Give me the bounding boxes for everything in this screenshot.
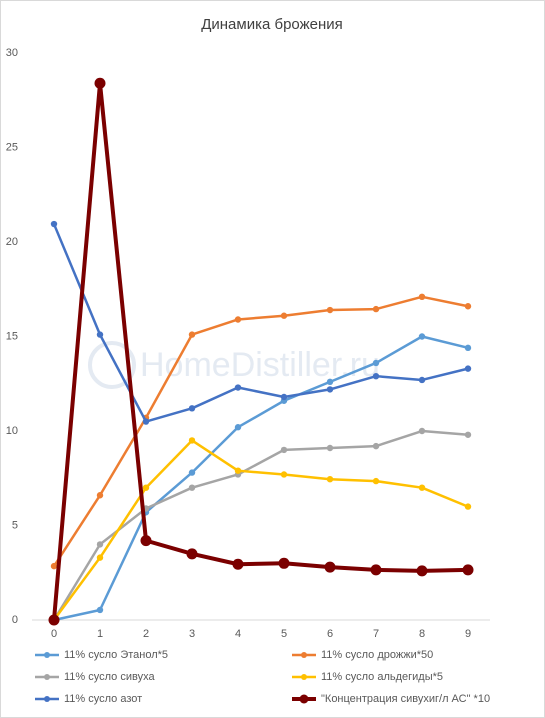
point — [278, 557, 290, 569]
point — [186, 548, 198, 560]
series-line — [52, 429, 469, 621]
series-line — [52, 295, 469, 567]
point — [326, 475, 334, 483]
chart-title: Динамика брожения — [201, 16, 343, 33]
point — [462, 564, 474, 576]
point — [96, 492, 104, 499]
point — [464, 503, 472, 510]
point — [464, 303, 472, 310]
legend-marker — [299, 694, 309, 704]
point — [140, 535, 152, 547]
point — [280, 446, 288, 454]
legend-marker — [301, 674, 307, 680]
x-tick-label: 7 — [373, 628, 379, 640]
y-tick-label: 20 — [6, 236, 18, 248]
legend-label: 11% сусло сивуха — [64, 671, 155, 683]
y-tick-label: 5 — [12, 519, 18, 531]
y-tick-label: 10 — [6, 425, 18, 437]
point — [188, 469, 196, 476]
point — [464, 365, 472, 372]
point — [94, 77, 106, 89]
x-tick-label: 4 — [235, 628, 241, 640]
point — [96, 541, 104, 548]
point — [416, 565, 428, 577]
point — [50, 220, 58, 228]
point — [234, 316, 242, 323]
point — [280, 393, 288, 401]
point — [418, 293, 426, 301]
point — [188, 437, 196, 444]
point — [418, 376, 426, 384]
x-tick-label: 9 — [465, 628, 471, 640]
point — [188, 405, 196, 412]
x-tick-label: 0 — [51, 628, 57, 640]
y-tick-label: 30 — [6, 47, 18, 59]
legend-label: 11% сусло дрожжи*50 — [321, 649, 433, 661]
legend-marker — [44, 674, 50, 680]
x-tick-label: 5 — [281, 628, 287, 640]
legend-marker — [44, 696, 50, 702]
point — [234, 467, 242, 474]
x-tick-label: 3 — [189, 628, 195, 640]
point — [142, 484, 150, 491]
point — [142, 418, 150, 425]
legend-marker — [44, 652, 50, 658]
point — [370, 564, 382, 576]
point — [234, 384, 242, 391]
legend-label: 11% сусло Этанол*5 — [64, 649, 168, 661]
point — [96, 606, 104, 614]
point — [326, 378, 334, 386]
x-tick-label: 8 — [419, 628, 425, 640]
y-tick-label: 15 — [6, 330, 18, 342]
series-line — [53, 335, 469, 622]
x-tick-label: 1 — [97, 628, 103, 640]
point — [96, 554, 104, 561]
point — [326, 444, 334, 452]
series-line — [52, 439, 469, 621]
x-tick-label: 6 — [327, 628, 333, 640]
point — [418, 427, 426, 435]
watermark-logo — [88, 341, 136, 389]
point — [464, 431, 472, 438]
legend-marker — [301, 652, 307, 658]
point — [418, 484, 426, 491]
point — [96, 331, 104, 338]
x-tick-label: 2 — [143, 628, 149, 640]
point — [372, 305, 380, 313]
point — [188, 331, 196, 338]
series-line — [52, 223, 469, 423]
y-tick-label: 25 — [6, 141, 18, 153]
legend-label: 11% сусло азот — [64, 693, 142, 705]
point — [280, 471, 288, 478]
point — [372, 372, 380, 380]
point — [326, 306, 334, 314]
point — [48, 614, 60, 626]
series-line — [52, 81, 469, 621]
point — [372, 359, 380, 367]
point — [464, 344, 472, 352]
point — [372, 477, 380, 485]
point — [232, 558, 244, 570]
y-tick-label: 0 — [12, 614, 18, 626]
point — [50, 562, 58, 570]
point — [188, 484, 196, 491]
legend-label: 11% сусло альдегиды*5 — [321, 671, 443, 683]
point — [326, 386, 334, 393]
point — [234, 424, 242, 431]
point — [324, 561, 336, 573]
point — [280, 312, 288, 319]
point — [372, 442, 380, 450]
point — [418, 333, 426, 340]
legend-label: "Концентрация сивухиг/л АС" *10 — [321, 693, 490, 705]
